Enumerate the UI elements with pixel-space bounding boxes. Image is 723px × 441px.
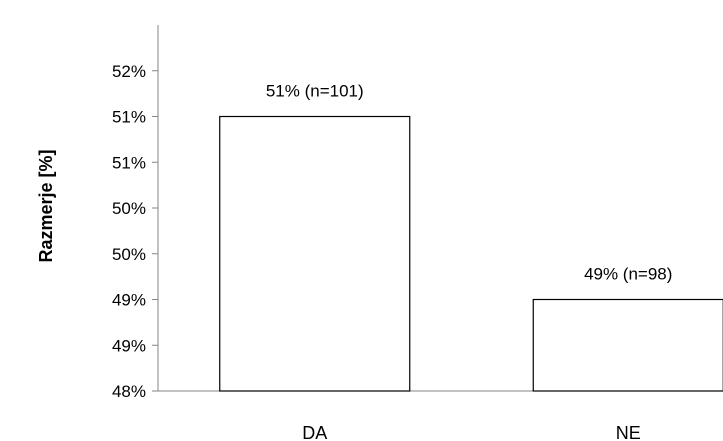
category-labels: DA NE — [302, 423, 641, 441]
y-tick-label: 50% — [112, 245, 146, 264]
bar-ne — [532, 298, 723, 392]
y-axis-title: Razmerje [%] — [36, 149, 56, 262]
y-tick-label: 51% — [112, 108, 146, 127]
data-label-da: 51% (n=101) — [266, 82, 364, 101]
y-axis-ticks: 48% 49% 49% 50% 50% 51% 51% 52% — [112, 62, 158, 401]
y-tick-label: 48% — [112, 382, 146, 401]
data-labels: 51% (n=101) 49% (n=98) — [266, 82, 673, 284]
category-label-da: DA — [302, 423, 327, 441]
category-label-ne: NE — [616, 423, 641, 441]
y-tick-label: 52% — [112, 62, 146, 81]
data-label-ne: 49% (n=98) — [584, 265, 672, 284]
y-tick-label: 51% — [112, 153, 146, 172]
bars — [219, 115, 723, 392]
y-tick-label: 49% — [112, 291, 146, 310]
y-tick-label: 49% — [112, 336, 146, 355]
y-tick-label: 50% — [112, 199, 146, 218]
bar-da — [219, 115, 411, 392]
